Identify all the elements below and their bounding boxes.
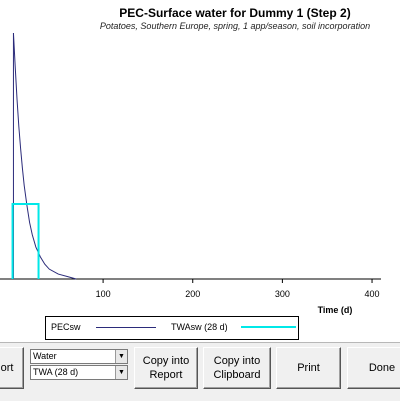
value-select[interactable]: TWA (28 d) ▼ [30, 365, 128, 380]
print-button-label: Print [297, 362, 320, 374]
x-axis-label: Time (d) [318, 305, 353, 315]
legend-line-twasw [241, 326, 296, 328]
series-line-pecsw [12, 32, 77, 280]
x-tick-label: 100 [96, 289, 111, 299]
button-bar: ort Water ▼ TWA (28 d) ▼ Copy into Repor… [0, 342, 400, 401]
copy-into-clipboard-button[interactable]: Copy into Clipboard [203, 347, 271, 389]
chart-series [11, 32, 77, 280]
compartment-select-value: Water [33, 351, 57, 361]
legend-label-pecsw: PECsw [51, 322, 81, 332]
series-line-twasw [11, 202, 40, 279]
copy-into-clipboard-label: Copy into Clipboard [213, 355, 261, 381]
chart-subtitle: Potatoes, Southern Europe, spring, 1 app… [99, 21, 371, 31]
pec-chart: 100 200 300 400 Time (d) [0, 32, 381, 315]
report-button[interactable]: ort [0, 347, 24, 389]
copy-into-report-label: Copy into Report [142, 355, 190, 381]
chart-axes: 100 200 300 400 [0, 278, 381, 299]
x-tick-label: 200 [185, 289, 200, 299]
chevron-down-icon[interactable]: ▼ [115, 350, 127, 363]
report-button-label: ort [0, 362, 14, 374]
chart-legend: PECsw TWAsw (28 d) [45, 316, 299, 340]
chart-title: PEC-Surface water for Dummy 1 (Step 2) [119, 6, 351, 20]
legend-label-twasw: TWAsw (28 d) [171, 322, 228, 332]
x-tick-label: 400 [365, 289, 380, 299]
legend-line-pecsw [96, 327, 156, 328]
value-select-value: TWA (28 d) [33, 367, 79, 377]
x-tick-label: 300 [275, 289, 290, 299]
compartment-select[interactable]: Water ▼ [30, 349, 128, 364]
done-button[interactable]: Done [347, 347, 400, 389]
done-button-label: Done [368, 362, 396, 374]
print-button[interactable]: Print [276, 347, 341, 389]
chevron-down-icon[interactable]: ▼ [115, 366, 127, 379]
copy-into-report-button[interactable]: Copy into Report [134, 347, 198, 389]
